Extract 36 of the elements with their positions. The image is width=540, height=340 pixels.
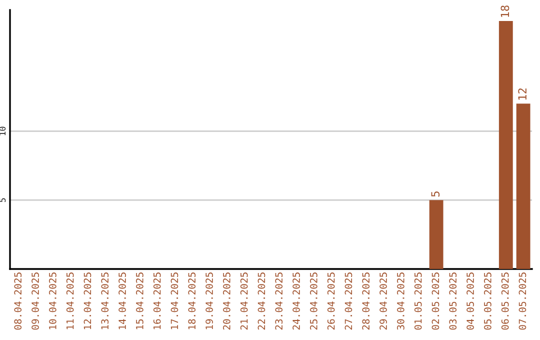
x-tick-label: 08.04.2025: [14, 272, 22, 330]
x-tick-label: 03.05.2025: [449, 272, 457, 330]
x-tick-label: 30.04.2025: [396, 272, 404, 330]
x-tick-label: 11.04.2025: [66, 272, 74, 330]
x-tick-label: 26.04.2025: [327, 272, 335, 330]
data-label: 12: [518, 88, 526, 100]
bar: [429, 200, 444, 269]
x-tick-label: 22.04.2025: [258, 272, 266, 330]
x-tick-label: 07.05.2025: [518, 272, 526, 330]
x-tick-label: 13.04.2025: [101, 272, 109, 330]
x-tick-label: 14.04.2025: [118, 272, 126, 330]
x-tick-label: 09.04.2025: [32, 272, 39, 330]
x-tick-label: 29.04.2025: [380, 272, 387, 330]
data-label: 18: [500, 6, 510, 17]
x-tick-label: 18.04.2025: [188, 272, 196, 330]
x-tick-label: 20.04.2025: [222, 272, 230, 330]
x-tick-label: 23.04.2025: [275, 272, 283, 330]
x-tick-label: 06.05.2025: [501, 272, 509, 330]
x-tick-label: 15.04.2025: [136, 272, 144, 330]
x-tick-label: 02.05.2025: [432, 272, 440, 330]
x-tick-label: 25.04.2025: [310, 272, 318, 330]
x-tick-label: 28.04.2025: [362, 272, 370, 330]
x-tick-label: 01.05.2025: [414, 272, 422, 330]
x-tick-label: 10.04.2025: [48, 272, 56, 330]
x-tick-label: 24.04.2025: [292, 272, 300, 330]
x-tick-label: 05.05.2025: [484, 272, 492, 330]
x-tick-label: 21.04.2025: [240, 272, 248, 330]
x-tick-label: 27.04.2025: [344, 272, 352, 330]
x-tick-label: 16.04.2025: [153, 272, 161, 330]
x-tick-label: 19.04.2025: [206, 272, 213, 330]
x-tick-label: 04.05.2025: [466, 272, 474, 330]
x-tick-label: 12.04.2025: [84, 272, 92, 330]
bar: [498, 21, 513, 269]
bar: [516, 104, 530, 269]
x-tick-label: 17.04.2025: [170, 272, 178, 330]
data-label: 5: [431, 192, 440, 197]
